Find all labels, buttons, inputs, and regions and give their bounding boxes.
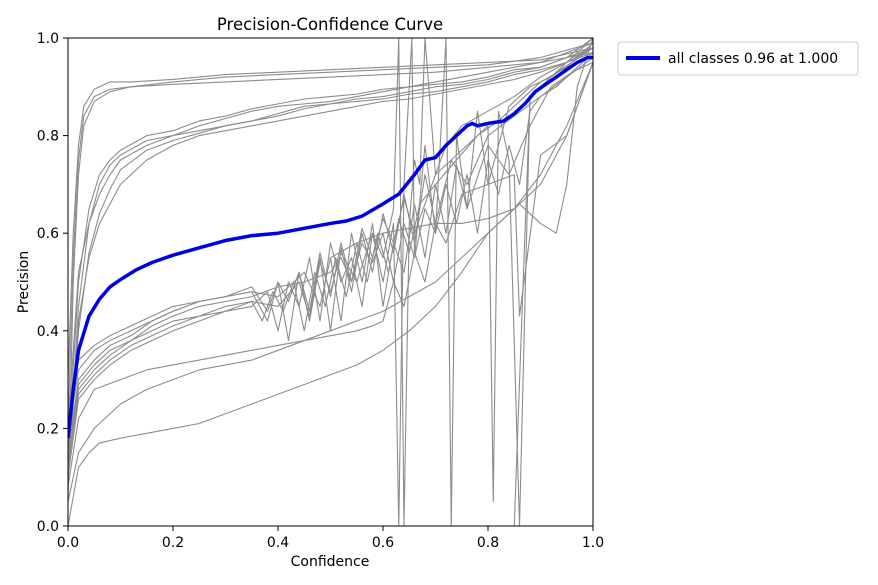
x-tick-label: 0.2 (162, 535, 184, 551)
series-line-class-2 (68, 42, 593, 429)
y-tick-label: 1.0 (37, 31, 59, 47)
series-layer (68, 38, 593, 526)
series-line-class-14 (68, 38, 593, 526)
y-axis: 0.0 0.2 0.4 0.6 0.8 1.0 (37, 31, 68, 535)
y-tick-label: 0.6 (37, 226, 59, 242)
y-axis-label: Precision (16, 251, 32, 313)
legend-box (617, 41, 859, 76)
series-line-class-1 (68, 52, 593, 502)
x-axis: 0.0 0.2 0.4 0.6 0.8 1.0 (57, 526, 604, 551)
x-tick-label: 0.6 (372, 535, 394, 551)
x-axis-label: Confidence (291, 554, 370, 570)
legend: all classes 0.96 at 1.000 (617, 41, 859, 76)
axes-frame (67, 37, 594, 527)
series-line-class-5 (68, 42, 593, 453)
y-tick-label: 0.0 (37, 519, 59, 535)
x-tick-label: 0.8 (477, 535, 499, 551)
series-line-class-19 (330, 38, 593, 259)
legend-label-all-classes: all classes 0.96 at 1.000 (668, 51, 838, 67)
chart-title: Precision-Confidence Curve (217, 15, 443, 34)
y-tick-label: 0.2 (37, 421, 59, 437)
series-line-class-3 (68, 47, 593, 380)
series-line-class-8 (68, 47, 593, 468)
x-tick-label: 0.0 (57, 535, 79, 551)
series-line-class-6 (68, 52, 593, 429)
plot-area (68, 38, 593, 526)
y-tick-label: 0.4 (37, 324, 59, 340)
series-line-class-7 (68, 38, 593, 478)
series-line-class-4 (68, 47, 593, 478)
series-line-all-classes (68, 55, 593, 439)
series-line-class-18 (68, 62, 593, 502)
series-line-class-9 (68, 61, 593, 468)
x-tick-label: 0.4 (267, 535, 289, 551)
series-line-class-12 (68, 42, 593, 439)
series-line-class-16 (68, 62, 593, 488)
x-tick-label: 1.0 (582, 535, 604, 551)
y-tick-label: 0.8 (37, 129, 59, 145)
